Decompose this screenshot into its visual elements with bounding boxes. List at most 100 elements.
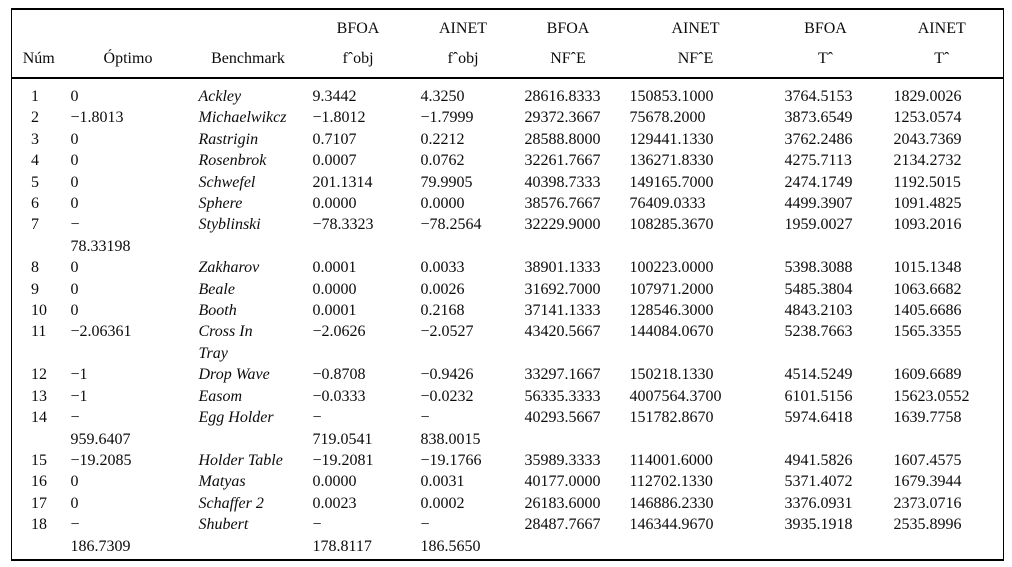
cell-ainet-nfe: 128546.3000 — [629, 302, 714, 320]
cell-bfoa-nfe: 38576.7667 — [524, 195, 601, 213]
cell-bfoa-nfe: 28616.8333 — [524, 88, 601, 105]
cell-optimo: 0 — [70, 280, 79, 298]
table-row: 5 0 Schwefel 201.1314 79.9905 40398.7333 14916… — [12, 172, 1004, 193]
cell-bfoa-fobj: − 178.8117 — [312, 516, 372, 555]
table-row: 6 0 Sphere 0.0000 0.0000 38576.7667 76409.0333… — [12, 193, 1004, 214]
cell-benchmark: Shubert — [198, 516, 249, 534]
cell-bfoa-nfe: 28487.7667 — [524, 516, 601, 534]
cell-bfoa-t: 5238.7663 — [784, 323, 853, 341]
cell-optimo: −2.06361 — [70, 323, 132, 341]
cell-num: 4 — [31, 152, 39, 170]
header-bfoa-t-metric: Tˆ — [817, 49, 834, 67]
cell-benchmark: Matyas — [198, 473, 246, 491]
cell-num: 18 — [31, 516, 47, 534]
cell-num: 8 — [31, 259, 39, 277]
table-row: 2 −1.8013 Michaelwikcz −1.8012 −1.7999 29372.… — [12, 107, 1004, 128]
cell-ainet-t: 2043.7369 — [893, 130, 962, 148]
cell-benchmark: Michaelwikcz — [198, 109, 287, 127]
cell-ainet-t: 2373.0716 — [893, 494, 962, 512]
cell-benchmark: Sphere — [198, 195, 243, 213]
cell-optimo: 0 — [70, 473, 79, 491]
cell-optimo: − 186.7309 — [70, 516, 131, 555]
cell-benchmark: Schaffer 2 — [198, 494, 264, 512]
cell-bfoa-nfe: 32261.7667 — [524, 152, 601, 170]
table-row: 14 − 959.6407 Egg Holder − 719.0541 − 838.00… — [12, 407, 1004, 450]
benchmark-results-table: BFOA AINET BFOA AINET BFOA AINET Núm Ópt… — [11, 8, 1004, 561]
cell-bfoa-t: 4514.5249 — [784, 366, 853, 384]
cell-ainet-nfe: 150853.1000 — [629, 88, 714, 105]
cell-num: 6 — [31, 195, 39, 213]
cell-ainet-fobj: 4.3250 — [420, 88, 465, 105]
cell-optimo: − 959.6407 — [70, 409, 131, 448]
cell-num: 1 — [31, 88, 39, 105]
cell-optimo: 0 — [70, 88, 79, 105]
cell-benchmark: Egg Holder — [198, 409, 274, 427]
cell-bfoa-t: 5371.4072 — [784, 473, 853, 491]
cell-ainet-t: 1015.1348 — [893, 259, 962, 277]
cell-ainet-t: 1253.0574 — [893, 109, 962, 127]
cell-bfoa-fobj: −19.2081 — [312, 451, 374, 469]
cell-bfoa-t: 4941.5826 — [784, 451, 853, 469]
table-header: BFOA AINET BFOA AINET BFOA AINET Núm Ópt… — [11, 9, 1004, 78]
cell-num: 7 — [31, 216, 39, 234]
cell-bfoa-fobj: 0.7107 — [312, 130, 357, 148]
cell-bfoa-nfe: 35989.3333 — [524, 451, 601, 469]
cell-benchmark: Rastrigin — [198, 130, 259, 148]
table-row: 16 0 Matyas 0.0000 0.0031 40177.0000 112702.13… — [12, 471, 1004, 492]
cell-bfoa-t: 3762.2486 — [784, 130, 853, 148]
cell-ainet-t: 1609.6689 — [893, 366, 962, 384]
cell-num: 16 — [31, 473, 47, 491]
header-ainet-fobj-metric: fˆobj — [447, 49, 479, 67]
cell-num: 2 — [31, 109, 39, 127]
cell-bfoa-fobj: 201.1314 — [312, 173, 373, 191]
cell-ainet-nfe: 4007564.3700 — [629, 387, 722, 405]
header-ainet-fobj-algo: AINET — [439, 19, 487, 37]
table-row: 13 −1 Easom −0.0333 −0.0232 56335.3333 4007564… — [12, 386, 1004, 407]
cell-bfoa-t: 4275.7113 — [784, 152, 852, 170]
cell-num: 3 — [31, 130, 39, 148]
cell-ainet-fobj: 0.0033 — [420, 259, 465, 277]
header-ainet-nfe-metric: NFˆE — [677, 49, 714, 67]
cell-optimo: −1 — [70, 387, 88, 405]
cell-num: 17 — [31, 494, 47, 512]
cell-ainet-fobj: 79.9905 — [420, 173, 473, 191]
cell-ainet-fobj: 0.0026 — [420, 280, 465, 298]
cell-bfoa-fobj: −2.0626 — [312, 323, 366, 341]
cell-num: 9 — [31, 280, 39, 298]
cell-ainet-nfe: 108285.3670 — [629, 216, 714, 234]
cell-ainet-t: 1829.0026 — [893, 88, 962, 105]
header-bfoa-nfe-algo: BFOA — [546, 19, 590, 37]
table-row: 11 −2.06361 Cross In Tray −2.0626 −2.0527 434… — [12, 321, 1004, 364]
cell-bfoa-nfe: 40398.7333 — [524, 173, 601, 191]
cell-ainet-fobj: 0.0762 — [420, 152, 465, 170]
cell-bfoa-fobj: 9.3442 — [312, 88, 357, 105]
table-row: 12 −1 Drop Wave −0.8708 −0.9426 33297.1667 150… — [12, 364, 1004, 385]
cell-bfoa-fobj: 0.0023 — [312, 494, 357, 512]
cell-optimo: −1.8013 — [70, 109, 124, 127]
cell-ainet-t: 1565.3355 — [893, 323, 962, 341]
cell-ainet-nfe: 146886.2330 — [629, 494, 714, 512]
cell-num: 12 — [31, 366, 47, 384]
cell-bfoa-nfe: 38901.1333 — [524, 259, 601, 277]
cell-ainet-fobj: −78.2564 — [420, 216, 482, 234]
cell-ainet-fobj: −19.1766 — [420, 451, 482, 469]
cell-bfoa-t: 5974.6418 — [784, 409, 853, 427]
cell-bfoa-nfe: 32229.9000 — [524, 216, 601, 234]
cell-ainet-t: 1639.7758 — [893, 409, 962, 427]
cell-optimo: 0 — [70, 195, 79, 213]
header-ainet-nfe-algo: AINET — [671, 19, 720, 37]
cell-ainet-fobj: −0.9426 — [420, 366, 474, 384]
cell-bfoa-t: 4843.2103 — [784, 302, 853, 320]
cell-bfoa-fobj: − 719.0541 — [312, 409, 373, 448]
cell-bfoa-t: 1959.0027 — [784, 216, 853, 234]
cell-bfoa-nfe: 31692.7000 — [524, 280, 601, 298]
cell-optimo: −1 — [70, 366, 88, 384]
cell-bfoa-fobj: −78.3323 — [312, 216, 374, 234]
cell-ainet-fobj: 0.2168 — [420, 302, 465, 320]
table-row: 1 0 Ackley 9.3442 4.3250 28616.8333 150853.100… — [12, 78, 1004, 107]
header-bfoa-fobj-algo: BFOA — [336, 19, 380, 37]
header-spacer-num — [12, 9, 66, 43]
cell-bfoa-t: 2474.1749 — [784, 173, 853, 191]
cell-bfoa-fobj: 0.0000 — [312, 473, 357, 491]
header-optimo: Óptimo — [103, 49, 153, 67]
